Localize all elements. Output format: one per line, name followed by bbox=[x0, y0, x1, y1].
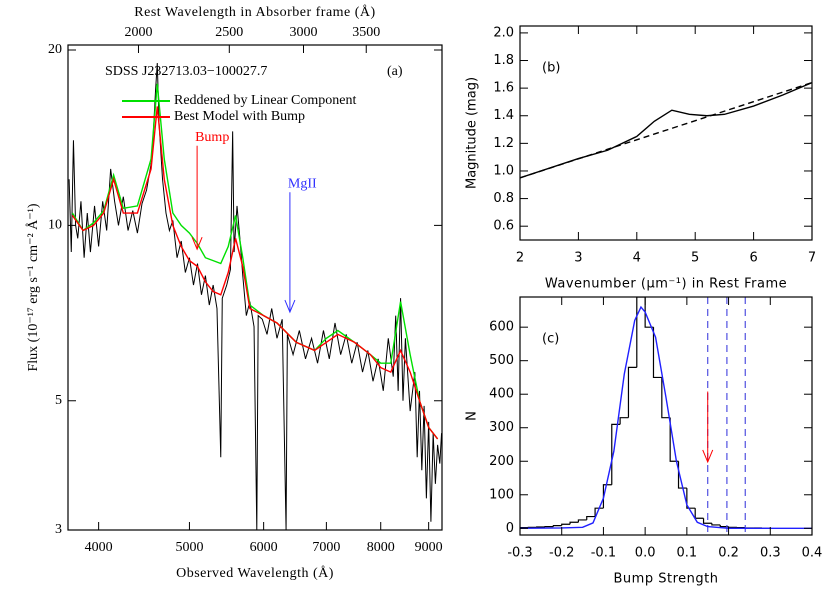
x2-tick-label: 2500 bbox=[215, 25, 243, 40]
y-tick-label: 1.6 bbox=[493, 81, 514, 96]
x-tick-label: 2 bbox=[516, 251, 524, 266]
x-tick-label: 3 bbox=[574, 251, 582, 266]
plot-area bbox=[520, 297, 812, 535]
arrow-head bbox=[284, 299, 296, 314]
legend-label: Reddened by Linear Component bbox=[174, 93, 356, 108]
histogram-bin bbox=[552, 525, 562, 527]
x-tick-label: 9000 bbox=[415, 540, 443, 555]
x-tick-label: 4000 bbox=[85, 540, 113, 555]
y-tick-label: 1.0 bbox=[493, 163, 514, 178]
histogram-bin bbox=[627, 366, 637, 418]
panel-label: (c) bbox=[542, 332, 559, 347]
y-tick-label: 500 bbox=[489, 353, 514, 368]
x-tick-label: 0.4 bbox=[802, 546, 823, 561]
series-line bbox=[520, 305, 812, 529]
y-tick-label: 0.8 bbox=[493, 191, 514, 206]
histogram-bin bbox=[702, 518, 712, 524]
histogram-bin bbox=[602, 484, 612, 509]
histogram-bin bbox=[711, 523, 721, 526]
x2-tick-label: 2000 bbox=[124, 25, 152, 40]
y-axis-label: N bbox=[465, 411, 480, 421]
histogram-bin bbox=[569, 521, 579, 525]
x2-tick-label: 3500 bbox=[352, 25, 380, 40]
x-axis-label: Wavenumber (μm⁻¹) in Rest Frame bbox=[545, 277, 787, 292]
histogram-bin bbox=[727, 526, 737, 528]
y-tick-label: 10 bbox=[48, 218, 62, 233]
series-line bbox=[520, 81, 812, 179]
x-tick-label: 0.2 bbox=[718, 546, 739, 561]
x-tick-label: 8000 bbox=[367, 540, 395, 555]
y-tick-label: 400 bbox=[489, 387, 514, 402]
histogram-bin bbox=[594, 507, 604, 517]
histogram-bin bbox=[652, 327, 662, 379]
x-tick-label: 6000 bbox=[250, 540, 278, 555]
y-tick-label: 3 bbox=[55, 522, 62, 537]
y-axis-label: Flux (10⁻¹⁷ erg s⁻¹ cm⁻² Å⁻¹) bbox=[25, 203, 41, 371]
panel-a: 4000 5000 6000 7000 8000 9000 2000 2500 3000 3500… bbox=[25, 4, 442, 581]
histogram-bin bbox=[669, 417, 679, 462]
histogram-bin bbox=[577, 519, 587, 523]
histogram-bin bbox=[586, 515, 596, 520]
x-axis-label: Observed Wavelength (Å) bbox=[176, 565, 334, 581]
plot-frame bbox=[519, 25, 813, 241]
x-tick-label: 0.1 bbox=[677, 546, 698, 561]
arrow-label: MgII bbox=[288, 176, 317, 191]
y-tick-label: 1.2 bbox=[493, 136, 514, 151]
x-tick-label: 7000 bbox=[312, 540, 340, 555]
panel-label: (b) bbox=[542, 61, 560, 76]
legend-label: Best Model with Bump bbox=[174, 109, 305, 124]
arrow-label: Bump bbox=[195, 130, 229, 145]
histogram-bin bbox=[619, 417, 629, 425]
panel-c: -0.3 -0.2 -0.1 0.0 0.1 0.2 0.3 0.4 0 100 200 300 400… bbox=[465, 296, 823, 587]
panel-label: (a) bbox=[387, 64, 403, 79]
x-tick-label: 5000 bbox=[175, 540, 203, 555]
y-tick-label: 300 bbox=[489, 420, 514, 435]
spectrum-label: SDSS J232713.03−100027.7 bbox=[105, 64, 267, 79]
x-tick-label: -0.1 bbox=[591, 546, 616, 561]
panel-b: 2 3 4 5 6 7 0.6 0.8 1.0 1.2 1.4 1.6 1.8 2.0 Wavenumber… bbox=[465, 25, 816, 292]
y-axis-label: Magnitude (mag) bbox=[465, 77, 480, 189]
plot-area bbox=[520, 81, 812, 179]
series-line bbox=[520, 81, 812, 179]
x-tick-label: 4 bbox=[633, 251, 641, 266]
y-tick-label: 20 bbox=[48, 42, 62, 57]
x-tick-label: 6 bbox=[749, 251, 757, 266]
series-line bbox=[71, 106, 439, 440]
series-line bbox=[68, 62, 442, 530]
y-tick-label: 100 bbox=[489, 487, 514, 502]
arrow-head bbox=[191, 237, 203, 251]
series-line bbox=[71, 83, 439, 440]
histogram-bin bbox=[719, 524, 729, 528]
plot-area bbox=[68, 62, 442, 530]
histogram-bin bbox=[636, 297, 646, 368]
x-tick-label: 7 bbox=[808, 251, 816, 266]
x-tick-label: -0.2 bbox=[549, 546, 574, 561]
y-tick-label: 600 bbox=[489, 320, 514, 335]
x2-axis-label: Rest Wavelength in Absorber frame (Å) bbox=[134, 4, 375, 20]
x-tick-label: 0.0 bbox=[635, 546, 656, 561]
y-tick-label: 0.6 bbox=[493, 219, 514, 234]
y-tick-label: 5 bbox=[55, 393, 62, 408]
x-tick-label: 5 bbox=[691, 251, 699, 266]
x-axis-label: Bump Strength bbox=[614, 572, 719, 587]
arrow-head bbox=[702, 449, 714, 464]
plot-frame bbox=[519, 296, 813, 536]
plot-frame bbox=[67, 44, 443, 531]
histogram-bin bbox=[661, 377, 671, 419]
x-tick-label: 0.3 bbox=[760, 546, 781, 561]
y-tick-label: 2.0 bbox=[493, 25, 514, 40]
x-tick-label: -0.3 bbox=[507, 546, 532, 561]
x2-tick-label: 3000 bbox=[290, 25, 318, 40]
histogram-bin bbox=[686, 488, 696, 509]
y-tick-label: 0 bbox=[506, 521, 514, 536]
histogram-bin bbox=[694, 508, 704, 519]
y-tick-label: 1.8 bbox=[493, 53, 514, 68]
histogram-bin bbox=[561, 523, 571, 526]
y-tick-label: 200 bbox=[489, 454, 514, 469]
y-tick-label: 1.4 bbox=[493, 108, 514, 123]
